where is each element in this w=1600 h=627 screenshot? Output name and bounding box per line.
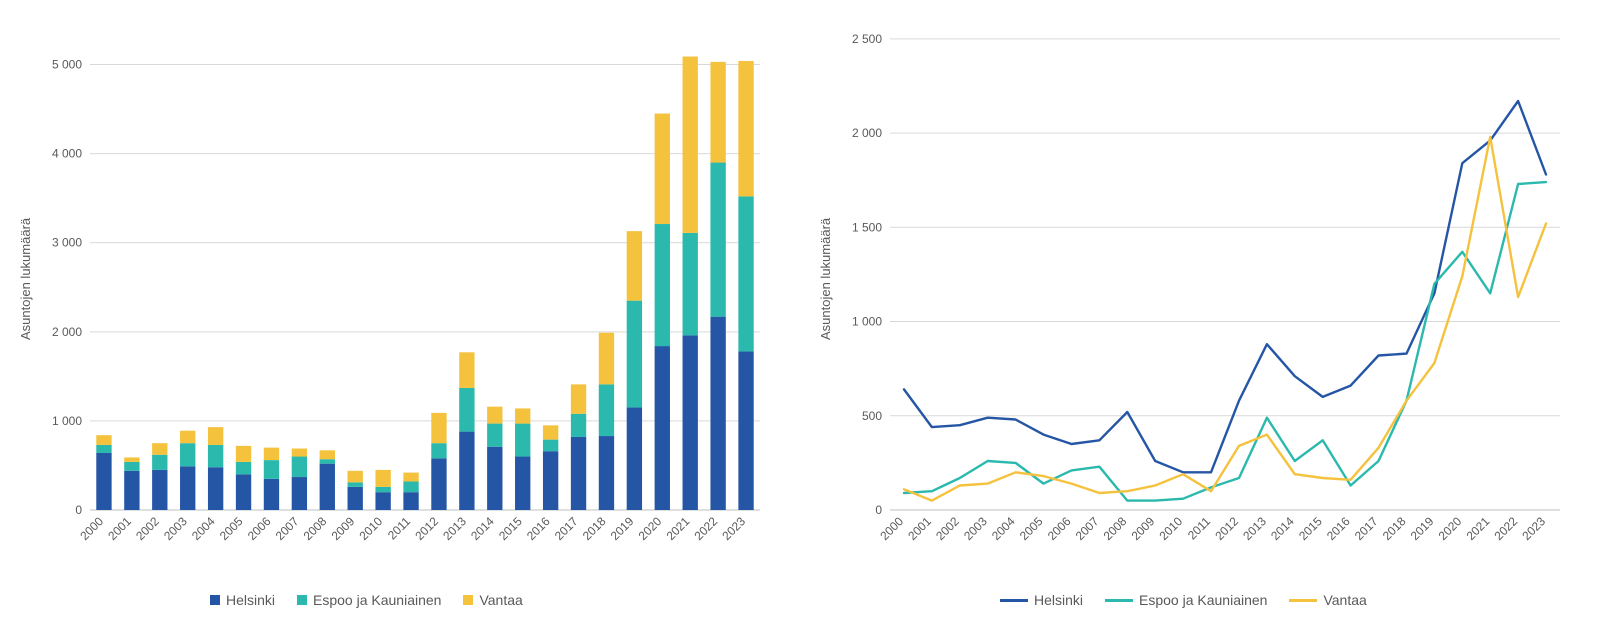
svg-text:2010: 2010 — [1156, 514, 1185, 543]
svg-text:0: 0 — [75, 503, 82, 517]
svg-text:2022: 2022 — [691, 514, 720, 543]
legend-item-vantaa: Vantaa — [463, 592, 522, 608]
svg-text:2019: 2019 — [1408, 514, 1437, 543]
svg-text:2020: 2020 — [636, 514, 665, 543]
svg-text:2021: 2021 — [664, 514, 693, 543]
legend-swatch-espoo — [297, 595, 307, 605]
legend-swatch-helsinki — [210, 595, 220, 605]
svg-text:2009: 2009 — [1129, 514, 1158, 543]
svg-text:2014: 2014 — [468, 514, 497, 543]
svg-text:2000: 2000 — [77, 514, 106, 543]
legend-item-espoo: Espoo ja Kauniainen — [1105, 592, 1267, 608]
svg-text:2003: 2003 — [961, 514, 990, 543]
svg-text:2002: 2002 — [933, 514, 962, 543]
bar-plot-area: 01 0002 0003 0004 0005 00020002001200220… — [90, 20, 760, 590]
line-y-axis-title: Asuntojen lukumäärä — [818, 218, 833, 340]
svg-text:2001: 2001 — [905, 514, 934, 543]
svg-text:2011: 2011 — [385, 514, 413, 542]
svg-text:2004: 2004 — [189, 514, 218, 543]
svg-text:1 000: 1 000 — [52, 414, 82, 428]
bar-y-axis-title: Asuntojen lukumäärä — [18, 218, 33, 340]
svg-text:2015: 2015 — [1296, 514, 1325, 543]
svg-text:2009: 2009 — [329, 514, 358, 543]
svg-text:2018: 2018 — [580, 514, 609, 543]
svg-text:0: 0 — [875, 503, 882, 517]
svg-text:2017: 2017 — [552, 514, 581, 543]
stacked-bar-panel: Asuntojen lukumäärä 01 0002 0003 0004 00… — [0, 0, 800, 627]
legend-line-vantaa — [1289, 599, 1317, 602]
svg-text:2016: 2016 — [524, 514, 553, 543]
svg-text:5 000: 5 000 — [52, 58, 82, 72]
svg-text:2001: 2001 — [105, 514, 134, 543]
legend-item-vantaa: Vantaa — [1289, 592, 1366, 608]
legend-item-helsinki: Helsinki — [210, 592, 275, 608]
svg-text:2007: 2007 — [273, 514, 302, 543]
legend-line-espoo — [1105, 599, 1133, 602]
legend-item-espoo: Espoo ja Kauniainen — [297, 592, 441, 608]
chart-pair: Asuntojen lukumäärä 01 0002 0003 0004 00… — [0, 0, 1600, 627]
svg-text:2013: 2013 — [1240, 514, 1269, 543]
svg-text:2 000: 2 000 — [52, 325, 82, 339]
svg-text:2017: 2017 — [1352, 514, 1381, 543]
svg-text:2021: 2021 — [1464, 514, 1493, 543]
svg-text:4 000: 4 000 — [52, 147, 82, 161]
legend-label-espoo: Espoo ja Kauniainen — [1139, 592, 1267, 608]
legend-label-vantaa: Vantaa — [1323, 592, 1366, 608]
svg-text:2002: 2002 — [133, 514, 162, 543]
legend-line-helsinki — [1000, 599, 1028, 602]
svg-text:2 000: 2 000 — [852, 126, 882, 140]
legend-swatch-vantaa — [463, 595, 473, 605]
svg-text:2020: 2020 — [1436, 514, 1465, 543]
bar-legend: Helsinki Espoo ja Kauniainen Vantaa — [210, 592, 523, 608]
svg-text:500: 500 — [862, 409, 882, 423]
svg-text:2012: 2012 — [412, 514, 441, 543]
legend-item-helsinki: Helsinki — [1000, 592, 1083, 608]
line-chart-panel: Asuntojen lukumäärä 0 500 1 000 1 500 2 000 2… — [800, 0, 1600, 627]
legend-label-helsinki: Helsinki — [226, 592, 275, 608]
svg-text:1 000: 1 000 — [852, 315, 882, 329]
svg-text:2005: 2005 — [217, 514, 246, 543]
svg-text:2014: 2014 — [1268, 514, 1297, 543]
svg-text:3 000: 3 000 — [52, 236, 82, 250]
bar-svg: 01 0002 0003 0004 0005 00020002001200220… — [35, 20, 765, 590]
svg-text:2016: 2016 — [1324, 514, 1353, 543]
legend-label-vantaa: Vantaa — [479, 592, 522, 608]
svg-text:1 500: 1 500 — [852, 220, 882, 234]
line-legend: Helsinki Espoo ja Kauniainen Vantaa — [1000, 592, 1367, 608]
line-plot-area: 05001 0001 5002 0002 5002000200120022003… — [890, 20, 1560, 590]
svg-text:2003: 2003 — [161, 514, 190, 543]
svg-text:2008: 2008 — [301, 514, 330, 543]
svg-text:2023: 2023 — [1519, 514, 1548, 543]
legend-label-espoo: Espoo ja Kauniainen — [313, 592, 441, 608]
svg-text:2004: 2004 — [989, 514, 1018, 543]
svg-text:2013: 2013 — [440, 514, 469, 543]
line-svg: 0 500 1 000 1 500 2 000 2 500 2000200120022003… — [835, 20, 1565, 590]
svg-text:2000: 2000 — [877, 514, 906, 543]
legend-label-helsinki: Helsinki — [1034, 592, 1083, 608]
svg-text:2011: 2011 — [1185, 514, 1213, 542]
svg-text:2019: 2019 — [608, 514, 637, 543]
svg-text:2012: 2012 — [1212, 514, 1241, 543]
svg-text:2005: 2005 — [1017, 514, 1046, 543]
svg-text:2022: 2022 — [1491, 514, 1520, 543]
svg-text:2 500: 2 500 — [852, 32, 882, 46]
svg-text:2007: 2007 — [1073, 514, 1102, 543]
svg-text:2015: 2015 — [496, 514, 525, 543]
svg-text:2018: 2018 — [1380, 514, 1409, 543]
svg-text:2006: 2006 — [1045, 514, 1074, 543]
svg-text:2006: 2006 — [245, 514, 274, 543]
svg-text:2008: 2008 — [1101, 514, 1130, 543]
svg-text:2023: 2023 — [719, 514, 748, 543]
svg-text:2010: 2010 — [356, 514, 385, 543]
